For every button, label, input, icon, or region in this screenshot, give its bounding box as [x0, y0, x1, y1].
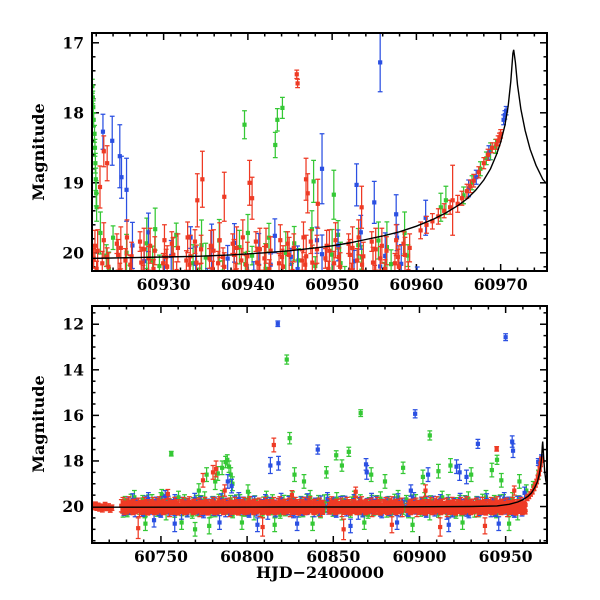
- top-y-axis-label: Magnitude: [29, 103, 48, 200]
- bottom-tick-labels: 60750 60800 60850 60900 60950 12 14 16 18 20: [62, 315, 532, 566]
- x-tick-label: 60970: [474, 275, 528, 294]
- top-tick-labels: 60930 60940 60950 60960 60970 17 18 19 20: [62, 33, 527, 294]
- y-tick-label: 18: [62, 103, 84, 122]
- x-tick-label: 60940: [221, 275, 275, 294]
- y-tick-label: 20: [62, 243, 84, 262]
- x-tick-label: 60850: [306, 547, 360, 566]
- y-tick-label: 19: [62, 173, 84, 192]
- y-tick-label: 12: [62, 315, 84, 334]
- bottom-y-axis-label: Magnitude: [29, 375, 48, 472]
- y-tick-label: 16: [62, 406, 84, 425]
- y-tick-label: 17: [62, 33, 84, 52]
- bottom-model-curve: [93, 441, 546, 508]
- x-tick-label: 60800: [220, 547, 274, 566]
- x-tick-label: 60900: [392, 547, 446, 566]
- y-tick-label: 14: [62, 360, 84, 379]
- y-tick-label: 18: [62, 451, 84, 470]
- top-data: [93, 34, 509, 270]
- top-red-series: [93, 69, 504, 270]
- top-axes-frame: [91, 32, 548, 272]
- top-model-curve: [93, 49, 546, 260]
- x-tick-label: 60930: [137, 275, 191, 294]
- y-tick-label: 20: [62, 497, 84, 516]
- top-panel: 60930 60940 60950 60960 60970 17 18 19 20 Magnitu…: [29, 32, 548, 294]
- x-tick-label: 60750: [134, 547, 188, 566]
- bottom-red-series: [93, 437, 544, 541]
- bottom-panel: 60750 60800 60850 60900 60950 12 14 16 18 20 Magni…: [29, 305, 548, 582]
- x-tick-label: 60960: [389, 275, 443, 294]
- top-axis-ticks: [92, 33, 547, 271]
- x-tick-label: 60950: [479, 547, 533, 566]
- x-tick-label: 60950: [305, 275, 359, 294]
- bottom-axes-frame: [91, 305, 548, 544]
- bottom-data: [93, 320, 544, 541]
- bottom-x-axis-label: HJD−2400000: [256, 563, 384, 582]
